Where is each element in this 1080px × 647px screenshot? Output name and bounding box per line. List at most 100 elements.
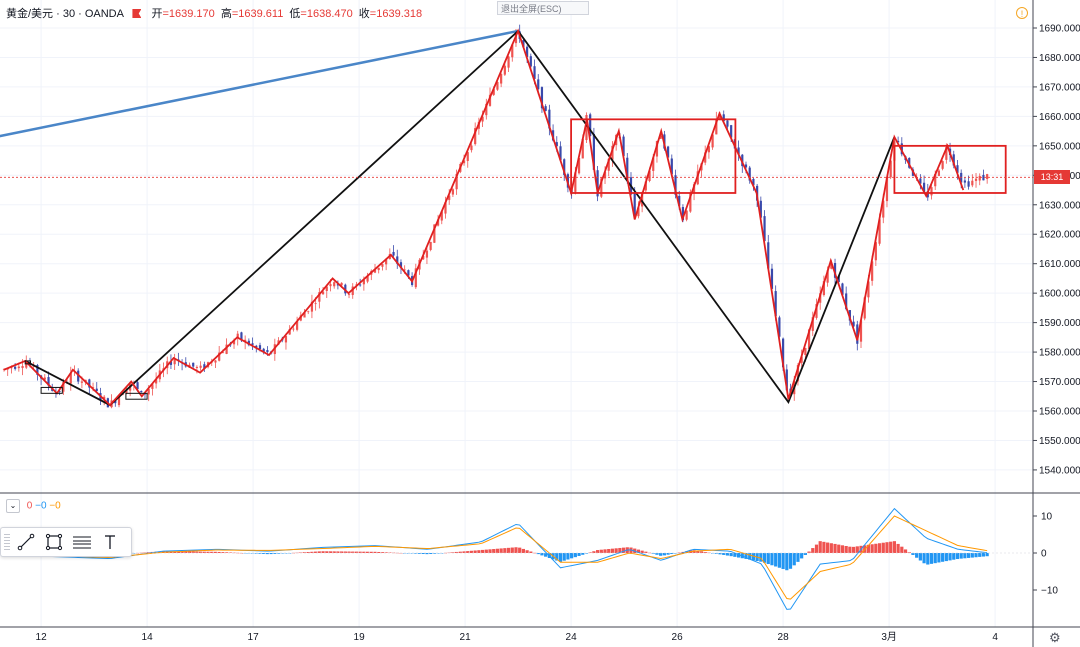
histogram-bar <box>484 549 488 553</box>
candle-body <box>347 294 351 296</box>
histogram-bar <box>952 553 956 560</box>
x-tick-label: 12 <box>36 632 48 643</box>
candle-body <box>897 140 900 143</box>
histogram-bar <box>781 553 785 569</box>
histogram-bar <box>851 546 856 553</box>
candle-body <box>856 324 859 344</box>
candle-body <box>95 388 98 391</box>
histogram-bar <box>544 553 548 557</box>
candle-body <box>359 284 362 286</box>
rectangle-icon[interactable] <box>40 529 68 555</box>
candle-body <box>43 377 46 380</box>
candle-body <box>537 79 540 90</box>
drag-handle[interactable] <box>4 534 10 550</box>
candle-body <box>407 270 410 276</box>
candle-body <box>633 192 636 217</box>
candle-body <box>462 160 466 164</box>
candle-body <box>685 210 688 220</box>
candle-body <box>952 154 955 166</box>
histogram-bar <box>840 545 845 553</box>
histogram-bar <box>369 551 373 553</box>
candle-body <box>136 382 139 390</box>
candle-body <box>373 269 377 273</box>
y-tick-label: 1560.000 <box>1039 407 1080 418</box>
histogram-bar <box>762 553 767 563</box>
candle-body <box>455 173 458 190</box>
candle-body <box>288 329 291 335</box>
histogram-bar <box>640 550 644 553</box>
candle-body <box>292 328 295 330</box>
chart-header: 黄金/美元 · 30 · OANDA 开=1639.170 高=1639.611… <box>6 5 422 21</box>
histogram-bar <box>195 551 199 553</box>
histogram-bar <box>610 548 615 553</box>
y-tick-label: 1610.000 <box>1039 259 1080 270</box>
histogram-bar <box>581 553 585 555</box>
signal-line <box>3 515 988 600</box>
symbol-title[interactable]: 黄金/美元 · 30 · OANDA <box>6 8 124 20</box>
histogram-bar <box>573 553 577 558</box>
histogram-bar <box>918 553 922 561</box>
histogram-bar <box>978 553 982 557</box>
histogram-bar <box>607 549 611 553</box>
histogram-bar <box>202 551 206 553</box>
histogram-bar <box>944 553 948 562</box>
histogram-bar <box>518 547 522 553</box>
candle-body <box>774 291 777 317</box>
candle-body <box>125 390 128 394</box>
candle-body <box>199 365 202 368</box>
candle-body <box>169 361 173 365</box>
histogram-bar <box>903 549 908 553</box>
candle-body <box>666 146 670 158</box>
candle-body <box>674 175 677 195</box>
x-tick-label: 4 <box>992 632 998 643</box>
histogram-bar <box>736 553 741 558</box>
histogram-bar <box>347 551 351 553</box>
candle-body <box>17 366 20 369</box>
candle-body <box>882 200 885 218</box>
histogram-bar <box>844 545 848 553</box>
candle-body <box>581 138 584 159</box>
candle-body <box>340 282 343 286</box>
exit-fullscreen-button[interactable]: 退出全屏(ESC) <box>497 1 589 15</box>
fib-retracement-icon[interactable] <box>68 529 96 555</box>
candle-body <box>221 352 224 354</box>
candle-body <box>526 46 529 58</box>
candle-body <box>192 362 195 367</box>
candle-body <box>767 242 770 269</box>
histogram-bar <box>351 551 355 553</box>
candle-body <box>485 103 488 116</box>
candle-body <box>47 377 50 386</box>
histogram-bar <box>774 553 778 567</box>
candle-body <box>381 264 384 267</box>
candle-body <box>403 269 406 271</box>
y-tick-label: 1630.000 <box>1039 200 1080 211</box>
gear-icon[interactable]: ⚙ <box>1049 630 1061 645</box>
candle-body <box>303 312 306 318</box>
histogram-bar <box>662 553 666 556</box>
text-icon[interactable] <box>96 529 124 555</box>
histogram-bar <box>948 553 952 561</box>
x-tick-label: 28 <box>778 632 790 643</box>
histogram-bar <box>807 551 811 553</box>
info-icon[interactable]: ! <box>1016 7 1028 19</box>
candle-body <box>722 114 725 122</box>
candle-body <box>763 216 766 242</box>
histogram-bar <box>796 553 800 562</box>
histogram-bar <box>614 548 618 553</box>
histogram-bar <box>325 551 329 553</box>
high-value: =1639.611 <box>231 8 284 20</box>
chevron-down-icon[interactable]: ⌄ <box>6 499 20 513</box>
histogram-bar <box>425 553 429 555</box>
histogram-bar <box>877 543 882 553</box>
x-tick-label: 19 <box>354 632 366 643</box>
candle-body <box>837 275 840 282</box>
candle-body <box>80 381 84 383</box>
trend-line-icon[interactable] <box>12 529 40 555</box>
candle-body <box>626 157 629 179</box>
macd-line <box>3 507 988 610</box>
y-tick-label: 1620.000 <box>1039 230 1080 241</box>
histogram-bar <box>837 544 841 553</box>
histogram-bar <box>180 551 184 553</box>
candle-body <box>744 164 748 168</box>
